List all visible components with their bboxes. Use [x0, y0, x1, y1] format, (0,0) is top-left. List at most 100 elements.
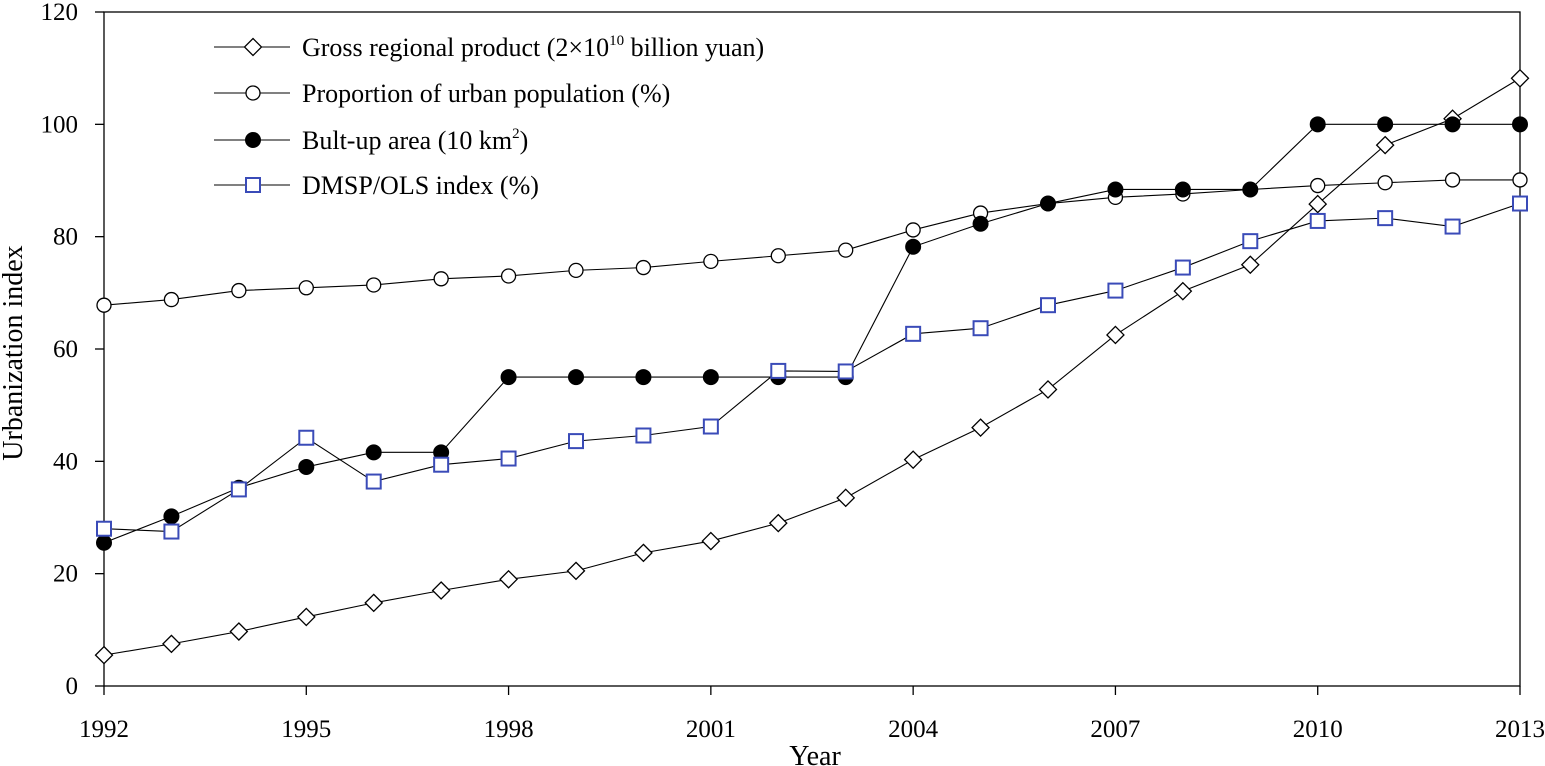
- data-point: [1107, 282, 1124, 299]
- data-point: [634, 543, 653, 563]
- data-point: [1310, 177, 1326, 194]
- y-tick-label: 60: [53, 336, 78, 363]
- data-point: [1510, 68, 1530, 88]
- x-tick-label: 1992: [79, 716, 129, 743]
- data-point: [433, 456, 450, 473]
- x-axis-title: Year: [789, 741, 841, 766]
- data-point: [635, 259, 652, 276]
- legend-label-text: Gross regional product (2×10: [302, 33, 609, 62]
- data-point: [96, 534, 112, 551]
- legend-item-3: DMSP/OLS index (%): [214, 171, 539, 200]
- x-tick-label: 1998: [484, 716, 534, 743]
- data-point: [1040, 195, 1056, 212]
- legend-label: Bult-up area (10 km2): [302, 126, 528, 155]
- series-lines: [103, 77, 1521, 656]
- data-point: [364, 593, 384, 613]
- data-point: [431, 581, 451, 600]
- data-point: [972, 215, 989, 232]
- legend-label-text: Bult-up area (10 km: [302, 126, 512, 155]
- data-point: [1040, 297, 1056, 314]
- data-point: [568, 369, 584, 386]
- series-line-0: [103, 77, 1521, 656]
- data-point: [298, 458, 315, 475]
- series-line-1: [103, 179, 1520, 306]
- legend-label: Gross regional product (2×1010 billion y…: [302, 33, 764, 62]
- data-point: [770, 362, 787, 379]
- series-markers: [94, 68, 1530, 665]
- legend-marker: [245, 132, 261, 148]
- y-axis-title: Urbanization index: [0, 245, 29, 460]
- axes: 0 20 40 60 80 100 120 1992 1995 1998 2001 2004 2007 2…: [41, 0, 1545, 743]
- legend-label-superscript: 10: [609, 33, 624, 49]
- data-point: [1240, 255, 1260, 275]
- data-point: [1512, 116, 1528, 133]
- legend-marker: [245, 85, 261, 101]
- legend-item-0: Gross regional product (2×1010 billion y…: [214, 33, 764, 62]
- legend-label: Proportion of urban population (%): [302, 79, 670, 108]
- data-point: [162, 634, 181, 654]
- data-point: [838, 242, 854, 258]
- data-point: [1174, 259, 1191, 276]
- data-point: [768, 513, 788, 533]
- data-point: [499, 569, 518, 589]
- y-tick-label: 0: [66, 673, 79, 700]
- data-point: [1309, 116, 1326, 133]
- data-point: [905, 238, 922, 255]
- legend-label-suffix: billion yuan): [624, 33, 764, 62]
- data-point: [568, 433, 584, 450]
- legend-label-suffix: ): [520, 126, 529, 155]
- data-point: [96, 520, 112, 537]
- legend-marker: [243, 37, 263, 57]
- plot-frame: [103, 11, 1521, 687]
- x-tick-label: 2010: [1293, 716, 1343, 743]
- data-point: [568, 262, 584, 279]
- data-point: [702, 369, 719, 386]
- data-point: [1377, 210, 1394, 227]
- data-point: [298, 280, 314, 296]
- data-point: [701, 531, 721, 551]
- data-point: [635, 369, 652, 386]
- data-point: [836, 488, 856, 508]
- data-point: [972, 320, 989, 337]
- data-point: [1375, 135, 1395, 155]
- data-point: [365, 444, 382, 461]
- data-point: [971, 418, 990, 438]
- legend-label: DMSP/OLS index (%): [302, 171, 539, 200]
- legend-item-1: Proportion of urban population (%): [214, 79, 670, 108]
- data-point: [500, 268, 517, 284]
- data-point: [163, 291, 180, 308]
- x-tick-label: 2004: [888, 716, 939, 743]
- legend: Gross regional product (2×1010 billion y…: [214, 33, 764, 200]
- data-point: [1173, 281, 1193, 301]
- data-point: [905, 325, 922, 342]
- x-tick-label: 2013: [1495, 716, 1545, 743]
- data-point: [229, 622, 249, 641]
- data-point: [500, 369, 517, 386]
- y-tick-label: 120: [41, 0, 79, 26]
- x-tick-label: 2001: [686, 716, 736, 743]
- data-point: [703, 253, 719, 270]
- data-point: [231, 282, 247, 299]
- data-point: [1174, 181, 1191, 198]
- data-point: [365, 473, 382, 490]
- legend-label-superscript: 2: [512, 126, 520, 142]
- data-point: [1242, 181, 1259, 198]
- data-point: [702, 418, 719, 435]
- y-tick-label: 40: [53, 448, 78, 475]
- data-point: [905, 222, 921, 238]
- data-point: [163, 508, 180, 525]
- data-point: [1377, 116, 1394, 133]
- data-point: [500, 450, 517, 467]
- data-point: [1309, 212, 1326, 229]
- data-point: [433, 271, 449, 287]
- data-point: [1242, 233, 1259, 250]
- data-point: [94, 645, 114, 665]
- legend-label-text: DMSP/OLS index (%): [302, 171, 539, 200]
- data-point: [96, 297, 112, 313]
- data-point: [1038, 380, 1058, 399]
- data-point: [298, 429, 315, 446]
- data-point: [1377, 175, 1393, 191]
- data-point: [1512, 195, 1528, 212]
- data-point: [1107, 181, 1124, 198]
